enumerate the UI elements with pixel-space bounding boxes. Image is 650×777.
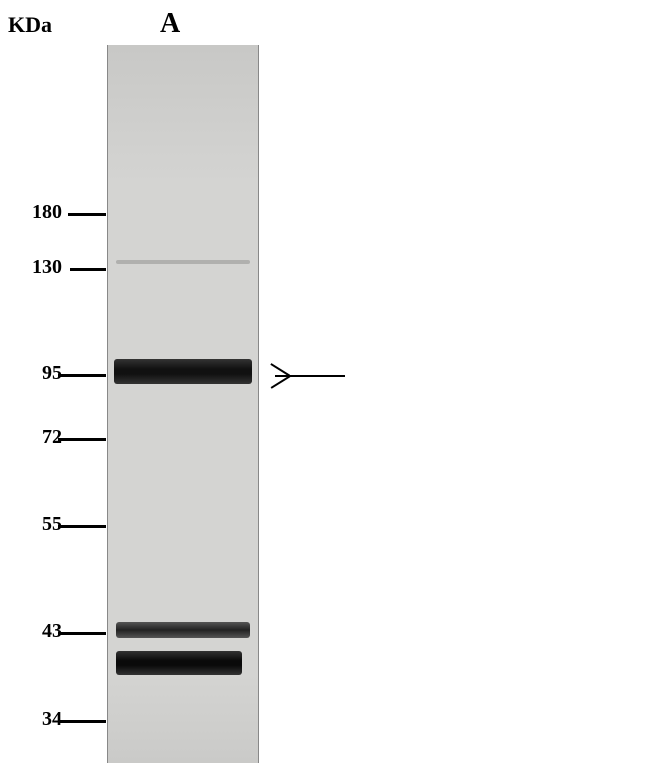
gel-top-shade [108, 45, 258, 185]
unit-label: KDa [8, 12, 52, 38]
main-band-95kda [114, 359, 252, 384]
band-40kda-lower [116, 651, 242, 675]
marker-tick-95 [58, 374, 106, 377]
marker-label-130: 130 [14, 256, 62, 279]
marker-label-72: 72 [14, 426, 62, 449]
gel-lane-a [107, 45, 259, 763]
marker-tick-43 [58, 632, 106, 635]
western-blot-figure: KDa A 180 130 95 72 55 43 34 [0, 0, 650, 777]
marker-tick-72 [58, 438, 106, 441]
lane-a-label: A [160, 8, 180, 40]
target-arrow [267, 362, 345, 390]
marker-label-95: 95 [14, 362, 62, 385]
gel-bottom-shade [108, 673, 258, 763]
marker-tick-55 [58, 525, 106, 528]
faint-band-130kda [116, 260, 250, 264]
marker-tick-180 [68, 213, 106, 216]
marker-label-180: 180 [14, 201, 62, 224]
arrow-head-bot [271, 375, 290, 388]
marker-label-55: 55 [14, 513, 62, 536]
band-43kda-upper [116, 622, 250, 638]
marker-label-43: 43 [14, 620, 62, 643]
marker-tick-130 [70, 268, 106, 271]
marker-label-34: 34 [14, 708, 62, 731]
marker-tick-34 [58, 720, 106, 723]
